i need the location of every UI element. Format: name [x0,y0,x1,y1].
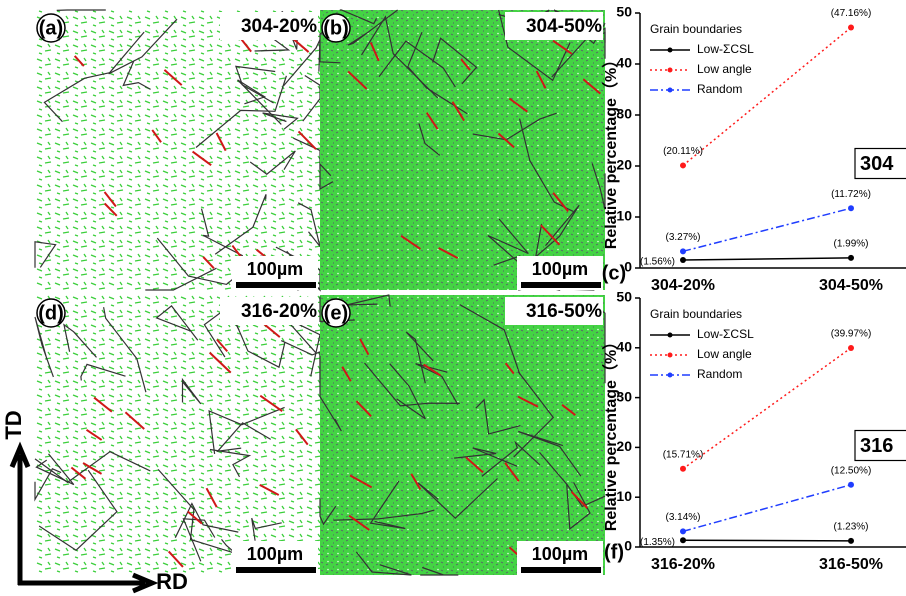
value-label: (39.97%) [831,329,872,340]
rd-arrow [18,575,152,591]
data-point [848,255,854,261]
legend-marker [668,333,673,338]
micrograph [320,295,605,575]
data-point [848,538,854,544]
legend-marker [668,88,673,93]
rd-label: RD [156,569,188,594]
scale-bar-label: 100µm [532,259,588,279]
value-label: (47.16%) [831,8,872,19]
x-tick-label: 316-50% [819,556,883,573]
legend-label: Low-ΣCSL [697,42,754,56]
scale-bar [236,567,316,573]
data-point [848,205,854,211]
legend-label: Low angle [697,62,752,76]
sample-label: 304-50% [526,16,602,37]
x-tick-label: 304-20% [651,277,715,294]
value-label: (15.71%) [663,449,704,460]
y-axis-label: Relative percentage（%） [602,52,620,249]
tag: 304 [860,153,894,175]
scale-bar [521,282,601,288]
value-label: (3.27%) [665,232,700,243]
scale-bar-label: 100µm [247,544,303,564]
legend-marker [668,373,673,378]
series-line [683,540,851,541]
value-label: (20.11%) [663,146,703,157]
scale-bar-label: 100µm [247,259,303,279]
panel-label: (c) [602,262,626,284]
panel-label: (e) [324,302,348,324]
scale-bar [521,567,601,573]
data-point [848,24,854,30]
data-point [848,482,854,488]
y-axis-label: Relative percentage（%） [602,334,620,531]
scale-bar-label: 100µm [532,544,588,564]
value-label: (1.23%) [833,522,868,533]
panel-label: (f) [604,541,624,563]
legend-title: Grain boundaries [650,307,742,321]
data-point [848,345,854,351]
data-point [680,257,686,263]
data-point [680,466,686,472]
data-point [680,248,686,254]
data-point [680,162,686,168]
value-label: (1.35%) [640,537,675,548]
value-label: (12.50%) [831,465,872,476]
x-tick-label: 316-20% [651,556,715,573]
td-label: TD [1,410,26,439]
legend-marker [668,353,673,358]
sample-label: 316-20% [241,301,317,322]
data-point [680,528,686,534]
figure: (a) 304-20% 100µm (b) 304-50% 100µm (d) 316-20%… [0,0,906,596]
legend-marker [668,48,673,53]
legend-label: Low-ΣCSL [697,327,754,341]
panel-label: (a) [39,17,63,39]
y-tick-label: 50 [616,289,632,305]
legend-title: Grain boundaries [650,22,742,36]
sample-label: 316-50% [526,301,602,322]
panel-label: (b) [323,17,349,39]
legend-marker [668,68,673,73]
td-arrow [12,448,28,585]
legend-label: Random [697,82,742,96]
plot-bg [640,13,906,268]
x-tick-label: 304-50% [819,277,883,294]
panel-label: (d) [38,302,64,324]
y-tick-label: 50 [616,4,632,20]
value-label: (11.72%) [831,189,871,200]
value-label: (1.99%) [833,238,868,249]
value-label: (1.56%) [640,257,675,268]
legend-label: Low angle [697,347,752,361]
legend-label: Random [697,367,742,381]
tag: 316 [860,435,893,457]
value-label: (3.14%) [665,512,700,523]
sample-label: 304-20% [241,16,317,37]
data-point [680,537,686,543]
y-tick-label: 0 [624,538,632,554]
scale-bar [236,282,316,288]
